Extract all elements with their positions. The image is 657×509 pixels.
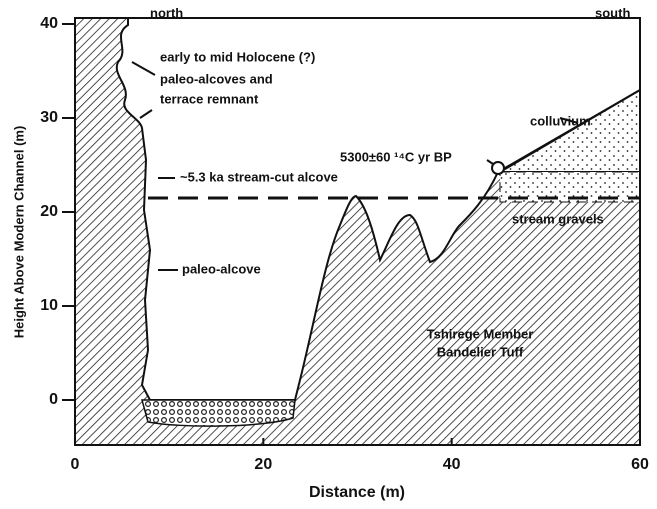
y-tick-label: 20 bbox=[40, 203, 58, 220]
x-axis-label: Distance (m) bbox=[309, 484, 405, 501]
annotation: stream gravels bbox=[512, 211, 604, 226]
y-tick-label: 40 bbox=[40, 15, 58, 32]
annotation: ~5.3 ka stream-cut alcove bbox=[180, 169, 338, 184]
annotation: paleo-alcove bbox=[182, 261, 261, 276]
channel-gravel bbox=[142, 400, 295, 426]
diagram: north south early to mid Holocene (?) pa… bbox=[0, 0, 657, 509]
x-tick-label: 60 bbox=[631, 456, 649, 473]
colluvium-fill bbox=[500, 90, 640, 172]
y-axis-label: Height Above Modern Channel (m) bbox=[11, 126, 26, 339]
annotation: paleo-alcoves and bbox=[160, 71, 273, 86]
annotation: terrace remnant bbox=[160, 91, 259, 106]
x-tick-label: 0 bbox=[71, 456, 80, 473]
south-label: south bbox=[595, 5, 630, 20]
annotation: Tshirege Member bbox=[427, 326, 534, 341]
x-tick-label: 40 bbox=[443, 456, 461, 473]
annotation: early to mid Holocene (?) bbox=[160, 49, 315, 64]
annotation: 5300±60 ¹⁴C yr BP bbox=[340, 149, 452, 164]
north-label: north bbox=[150, 5, 183, 20]
y-tick-label: 0 bbox=[49, 391, 58, 408]
x-tick-label: 20 bbox=[254, 456, 272, 473]
sample-point bbox=[492, 162, 504, 174]
leader bbox=[140, 110, 152, 118]
annotation: Bandelier Tuff bbox=[437, 344, 524, 359]
annotation: colluvium bbox=[530, 113, 591, 128]
leader bbox=[132, 62, 155, 75]
leader bbox=[487, 160, 493, 164]
y-tick-label: 10 bbox=[40, 297, 58, 314]
y-tick-label: 30 bbox=[40, 109, 58, 126]
